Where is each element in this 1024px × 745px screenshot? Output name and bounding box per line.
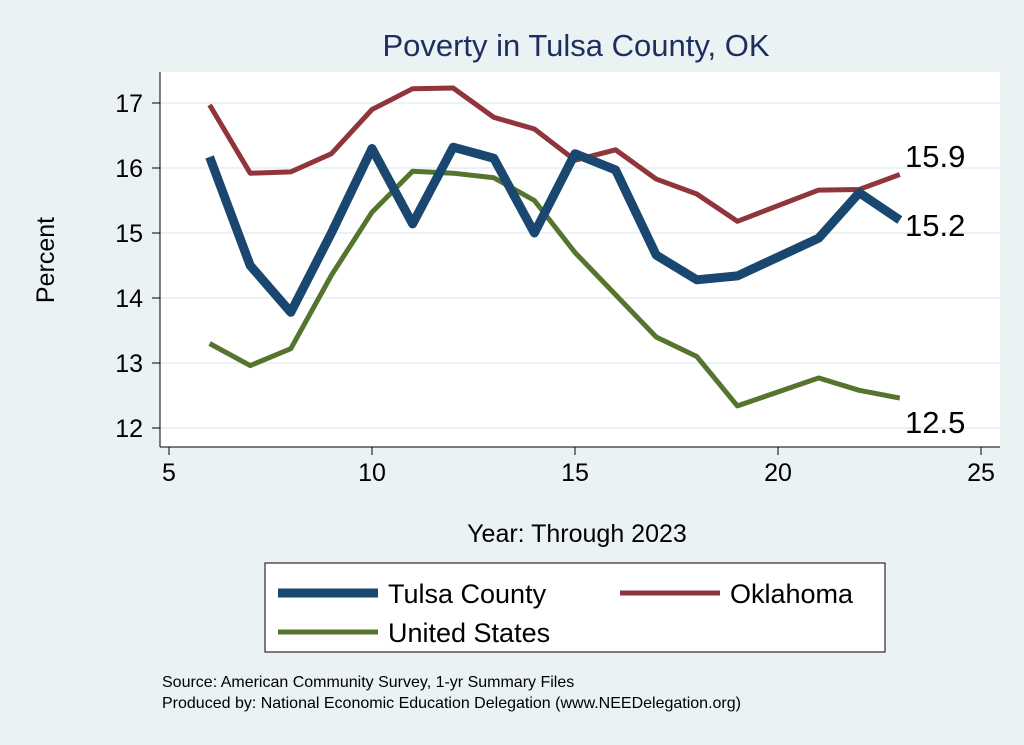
x-tick-label: 5 (162, 459, 176, 487)
end-value-label: 15.9 (905, 139, 965, 174)
legend: Tulsa County Oklahoma United States (264, 562, 886, 653)
legend-tulsa: Tulsa County (388, 579, 547, 609)
end-value-label: 15.2 (905, 208, 965, 243)
legend-us: United States (388, 618, 550, 648)
legend-oklahoma: Oklahoma (730, 579, 854, 609)
x-tick-label: 10 (358, 459, 386, 487)
x-tick-label: 25 (967, 459, 995, 487)
x-tick-label: 15 (561, 459, 589, 487)
y-tick-label: 12 (115, 415, 143, 443)
y-tick-label: 13 (115, 350, 143, 378)
end-value-label: 12.5 (905, 405, 965, 440)
source-note: Source: American Community Survey, 1-yr … (162, 674, 574, 691)
y-tick-label: 17 (115, 90, 143, 118)
chart-title: Poverty in Tulsa County, OK (382, 28, 769, 63)
x-axis-label: Year: Through 2023 (467, 520, 687, 548)
y-tick-label: 15 (115, 220, 143, 248)
y-axis-label: Percent (32, 217, 60, 303)
x-tick-label: 20 (764, 459, 792, 487)
y-tick-label: 14 (115, 285, 143, 313)
produced-note: Produced by: National Economic Education… (162, 695, 741, 712)
y-tick-label: 16 (115, 155, 143, 183)
